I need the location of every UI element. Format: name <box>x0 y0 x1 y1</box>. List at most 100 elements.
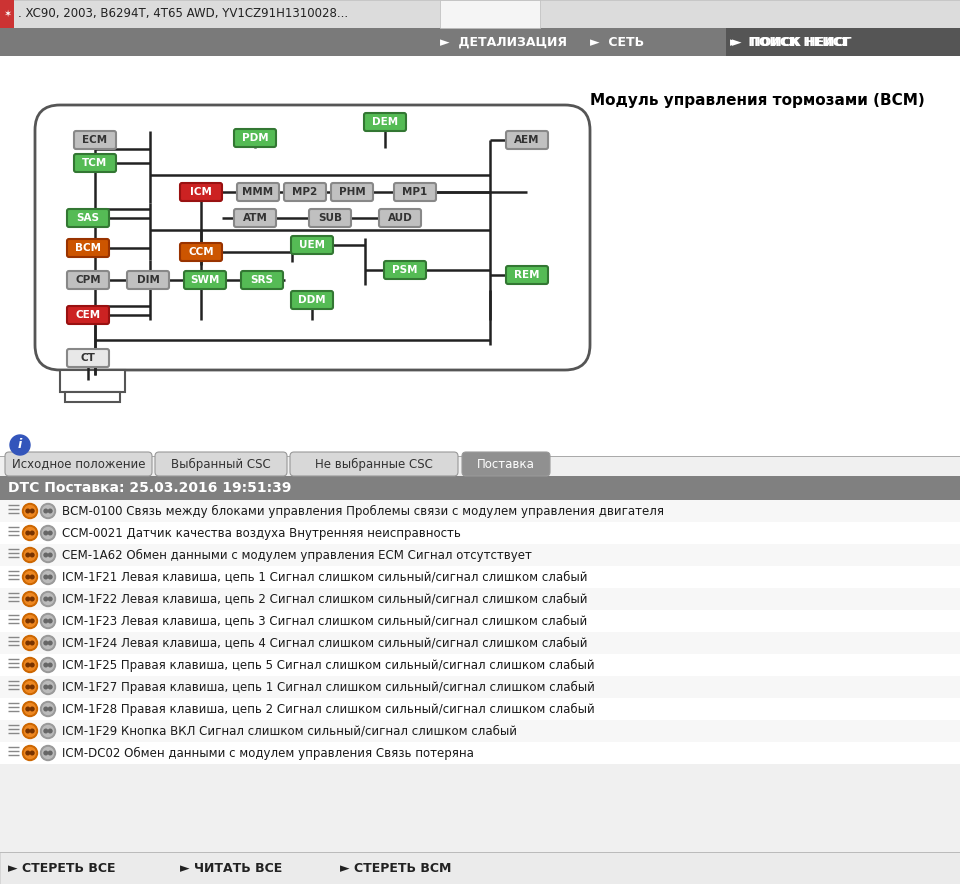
Circle shape <box>44 575 48 579</box>
Text: Модуль управления тормозами (BCM): Модуль управления тормозами (BCM) <box>590 93 924 108</box>
Circle shape <box>26 751 30 755</box>
FancyBboxPatch shape <box>127 271 169 289</box>
Text: ICM-1F29 Кнопка ВКЛ Сигнал слишком сильный/сигнал слишком слабый: ICM-1F29 Кнопка ВКЛ Сигнал слишком сильн… <box>62 725 517 737</box>
Circle shape <box>26 663 30 667</box>
Bar <box>0 476 960 500</box>
Circle shape <box>26 729 30 733</box>
FancyBboxPatch shape <box>74 131 116 149</box>
Circle shape <box>25 550 36 560</box>
Circle shape <box>26 619 30 623</box>
Text: ►  СЕТЬ: ► СЕТЬ <box>590 35 644 49</box>
Bar <box>0 28 960 56</box>
Circle shape <box>48 509 52 513</box>
FancyBboxPatch shape <box>291 291 333 309</box>
FancyBboxPatch shape <box>35 105 590 370</box>
FancyBboxPatch shape <box>67 271 109 289</box>
FancyBboxPatch shape <box>180 243 222 261</box>
Bar <box>0 720 960 742</box>
Circle shape <box>40 525 56 540</box>
FancyBboxPatch shape <box>379 209 421 227</box>
Text: BCM: BCM <box>75 243 101 253</box>
FancyBboxPatch shape <box>5 452 152 476</box>
FancyBboxPatch shape <box>180 183 222 201</box>
Circle shape <box>48 685 52 689</box>
Text: ВСМ-0100 Связь между блоками управления Проблемы связи с модулем управления двиг: ВСМ-0100 Связь между блоками управления … <box>62 505 664 517</box>
Circle shape <box>44 685 48 689</box>
Text: ►  ПОИСК НЕИСГ: ► ПОИСК НЕИСГ <box>730 35 850 49</box>
Circle shape <box>44 641 48 644</box>
Bar <box>0 566 960 588</box>
FancyBboxPatch shape <box>331 183 373 201</box>
Circle shape <box>22 658 37 673</box>
Circle shape <box>31 685 34 689</box>
FancyBboxPatch shape <box>67 239 109 257</box>
Text: ICM: ICM <box>190 187 212 197</box>
Text: Выбранный CSC: Выбранный CSC <box>171 457 271 470</box>
Circle shape <box>25 528 36 538</box>
Bar <box>60 370 125 392</box>
Text: ICM-1F22 Левая клавиша, цепь 2 Сигнал слишком сильный/сигнал слишком слабый: ICM-1F22 Левая клавиша, цепь 2 Сигнал сл… <box>62 592 588 606</box>
Circle shape <box>40 613 56 629</box>
Bar <box>726 28 960 56</box>
Circle shape <box>42 593 54 605</box>
Text: ► СТЕРЕТЬ ВСМ: ► СТЕРЕТЬ ВСМ <box>340 862 451 874</box>
Text: Поставка: Поставка <box>477 458 535 470</box>
Circle shape <box>42 528 54 538</box>
Circle shape <box>48 619 52 623</box>
Circle shape <box>40 504 56 519</box>
Bar <box>0 522 960 544</box>
Text: SUB: SUB <box>318 213 342 223</box>
Text: ✶: ✶ <box>3 9 12 19</box>
Text: REM: REM <box>515 270 540 280</box>
Text: DEM: DEM <box>372 117 398 127</box>
Text: CPM: CPM <box>75 275 101 285</box>
FancyBboxPatch shape <box>155 452 287 476</box>
FancyBboxPatch shape <box>234 129 276 147</box>
Circle shape <box>40 723 56 738</box>
Circle shape <box>31 531 34 535</box>
Circle shape <box>48 641 52 644</box>
Text: PDM: PDM <box>242 133 268 143</box>
Text: ►  ДЕТАЛИЗАЦИЯ: ► ДЕТАЛИЗАЦИЯ <box>440 35 567 49</box>
Circle shape <box>42 682 54 692</box>
FancyBboxPatch shape <box>462 452 550 476</box>
Circle shape <box>42 615 54 627</box>
Bar <box>0 852 960 853</box>
Circle shape <box>48 531 52 535</box>
Circle shape <box>25 637 36 649</box>
Circle shape <box>10 435 30 455</box>
Text: SRS: SRS <box>251 275 274 285</box>
Circle shape <box>25 571 36 583</box>
Circle shape <box>48 553 52 557</box>
Circle shape <box>31 663 34 667</box>
FancyBboxPatch shape <box>506 266 548 284</box>
Circle shape <box>25 748 36 758</box>
Text: ICM-1F25 Правая клавиша, цепь 5 Сигнал слишком сильный/сигнал слишком слабый: ICM-1F25 Правая клавиша, цепь 5 Сигнал с… <box>62 659 594 672</box>
Circle shape <box>22 702 37 717</box>
Text: PSM: PSM <box>393 265 418 275</box>
Text: Не выбранные CSC: Не выбранные CSC <box>315 457 433 470</box>
Text: ICM-1F24 Левая клавиша, цепь 4 Сигнал слишком сильный/сигнал слишком слабый: ICM-1F24 Левая клавиша, цепь 4 Сигнал сл… <box>62 636 588 650</box>
Bar <box>0 0 14 28</box>
FancyBboxPatch shape <box>309 209 351 227</box>
Circle shape <box>31 641 34 644</box>
Bar <box>0 544 960 566</box>
Circle shape <box>25 682 36 692</box>
Text: ICM-1F21 Левая клавиша, цепь 1 Сигнал слишком сильный/сигнал слишком слабый: ICM-1F21 Левая клавиша, цепь 1 Сигнал сл… <box>62 570 588 583</box>
Circle shape <box>31 575 34 579</box>
Bar <box>0 852 960 884</box>
FancyBboxPatch shape <box>384 261 426 279</box>
Bar <box>0 500 960 522</box>
FancyBboxPatch shape <box>364 113 406 131</box>
Circle shape <box>31 509 34 513</box>
Text: ► ЧИТАТЬ ВСЕ: ► ЧИТАТЬ ВСЕ <box>180 862 282 874</box>
FancyBboxPatch shape <box>506 131 548 149</box>
Text: UEM: UEM <box>299 240 325 250</box>
Circle shape <box>25 659 36 670</box>
Circle shape <box>42 550 54 560</box>
FancyBboxPatch shape <box>74 154 116 172</box>
Text: MP1: MP1 <box>402 187 427 197</box>
Text: MP2: MP2 <box>293 187 318 197</box>
Circle shape <box>22 613 37 629</box>
Text: TCM: TCM <box>83 158 108 168</box>
